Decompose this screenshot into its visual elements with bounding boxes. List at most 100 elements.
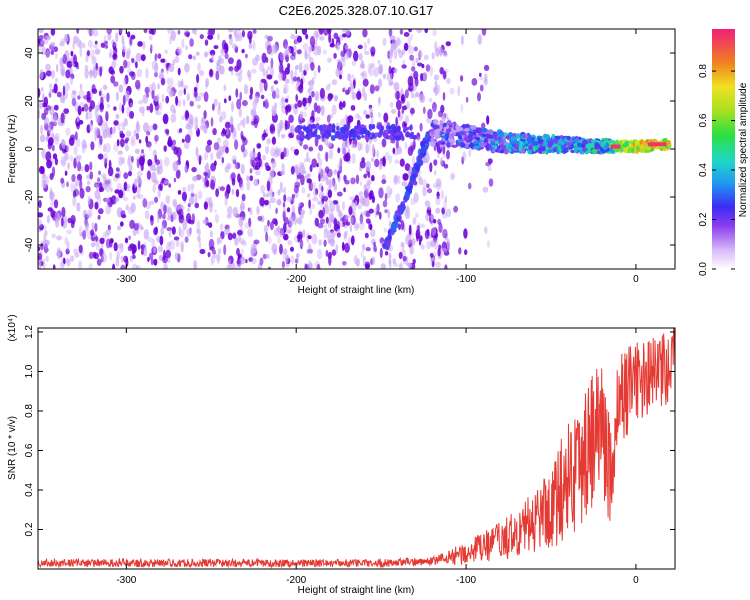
noise-point <box>371 195 376 204</box>
noise-point <box>94 181 97 187</box>
noise-point <box>224 224 230 230</box>
noise-point <box>70 76 74 85</box>
noise-point <box>399 29 404 35</box>
noise-point <box>389 52 393 58</box>
noise-point <box>328 179 332 190</box>
noise-point <box>403 42 409 52</box>
noise-point <box>86 111 93 120</box>
noise-point <box>73 145 78 156</box>
noise-point <box>134 178 137 188</box>
noise-point <box>205 162 209 173</box>
noise-point <box>195 51 200 56</box>
noise-point <box>225 127 229 136</box>
noise-point <box>62 85 66 97</box>
noise-point <box>259 197 265 207</box>
noise-point <box>212 103 215 111</box>
near-zero-point <box>294 126 299 134</box>
noise-point <box>61 206 66 218</box>
noise-point <box>92 251 97 259</box>
y-tick-label: 20 <box>24 95 35 107</box>
noise-point <box>345 29 350 36</box>
noise-point <box>227 57 234 65</box>
noise-point <box>107 178 112 188</box>
noise-point <box>425 213 430 222</box>
noise-point <box>389 187 393 196</box>
noise-point <box>170 30 176 42</box>
noise-point <box>78 40 83 49</box>
noise-point <box>234 237 239 246</box>
noise-point <box>148 29 154 35</box>
noise-point <box>453 205 458 213</box>
noise-point <box>213 178 217 184</box>
noise-point <box>86 50 90 57</box>
noise-point <box>236 247 240 256</box>
noise-point <box>87 195 91 205</box>
noise-point <box>109 251 112 261</box>
noise-point <box>307 260 313 269</box>
noise-point <box>154 62 159 74</box>
noise-point <box>39 134 46 143</box>
noise-point <box>157 188 161 198</box>
noise-point <box>42 173 47 180</box>
noise-point <box>144 86 150 94</box>
noise-point <box>343 231 348 239</box>
noise-point <box>325 177 329 186</box>
noise-point <box>345 140 351 149</box>
noise-point <box>360 72 365 77</box>
noise-point <box>306 178 312 184</box>
noise-point <box>426 228 430 237</box>
noise-point <box>437 247 441 257</box>
noise-point <box>38 199 42 209</box>
noise-point <box>314 90 320 102</box>
noise-point <box>204 51 209 58</box>
signal-point <box>474 136 481 141</box>
noise-point <box>429 162 433 173</box>
signal-point <box>645 146 652 151</box>
noise-point <box>190 183 195 191</box>
noise-point <box>430 219 434 227</box>
noise-point <box>328 178 335 188</box>
noise-point <box>350 105 356 111</box>
noise-point <box>334 95 339 101</box>
noise-point <box>154 71 158 78</box>
noise-point <box>269 169 275 180</box>
noise-point <box>440 156 443 167</box>
noise-point <box>38 29 44 34</box>
noise-point <box>433 74 440 81</box>
noise-point <box>45 136 50 141</box>
noise-point <box>365 210 371 218</box>
snr-y-label: SNR (10 * v/v) <box>7 416 18 480</box>
noise-point <box>174 252 179 260</box>
noise-point <box>239 91 242 101</box>
noise-point <box>283 248 288 255</box>
noise-point <box>166 77 172 85</box>
signal-point <box>608 139 614 143</box>
noise-point <box>74 131 78 141</box>
noise-point <box>483 64 490 71</box>
noise-point <box>291 127 295 136</box>
noise-point <box>151 82 156 93</box>
signal-point <box>476 134 480 138</box>
noise-point <box>231 188 234 195</box>
noise-point <box>44 242 48 253</box>
noise-point <box>199 70 205 76</box>
noise-point <box>196 220 201 231</box>
noise-point <box>79 83 83 91</box>
noise-point <box>231 117 234 126</box>
noise-point <box>226 227 230 232</box>
noise-point <box>316 162 320 168</box>
noise-point <box>313 70 317 79</box>
noise-point <box>128 170 132 177</box>
noise-point <box>65 257 70 264</box>
noise-point <box>405 208 411 220</box>
noise-point <box>118 29 122 36</box>
noise-point <box>269 192 274 197</box>
noise-point <box>299 238 303 250</box>
noise-point <box>70 182 75 192</box>
noise-point <box>40 87 44 92</box>
noise-point <box>234 72 240 77</box>
noise-point <box>241 240 247 246</box>
noise-point <box>99 237 105 244</box>
signal-point <box>450 128 455 133</box>
noise-point <box>168 183 172 188</box>
